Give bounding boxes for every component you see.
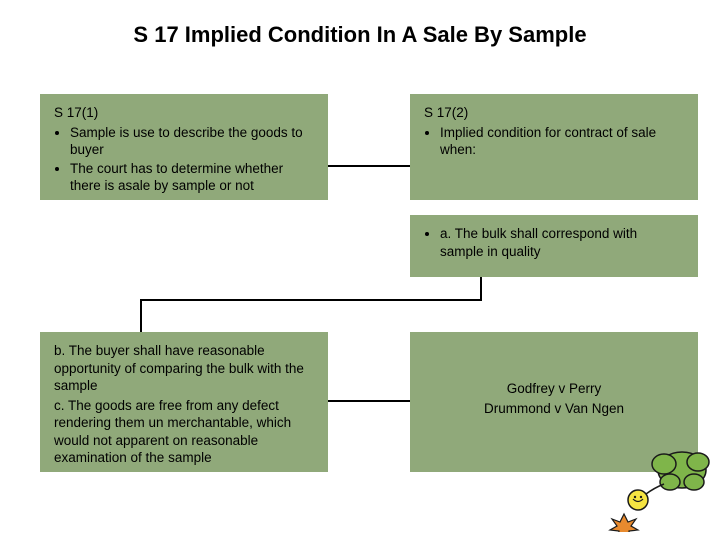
case-name: Drummond v Van Ngen xyxy=(424,400,684,418)
box1-list: Sample is use to describe the goods to b… xyxy=(54,124,314,195)
connector-3-4-v xyxy=(480,277,482,301)
box-condition-a: a. The bulk shall correspond with sample… xyxy=(410,215,698,277)
box-s17-1: S 17(1) Sample is use to describe the go… xyxy=(40,94,328,200)
box2-list: Implied condition for contract of sale w… xyxy=(424,124,684,159)
connector-3-4-h xyxy=(140,299,482,301)
box4-line: c. The goods are free from any defect re… xyxy=(54,397,314,467)
connector-4-5 xyxy=(328,400,410,402)
case-name: Godfrey v Perry xyxy=(424,380,684,398)
box2-bullet: Implied condition for contract of sale w… xyxy=(440,124,684,159)
box-s17-2: S 17(2) Implied condition for contract o… xyxy=(410,94,698,200)
box3-bullet: a. The bulk shall correspond with sample… xyxy=(440,225,684,260)
connector-1-2 xyxy=(328,165,410,167)
box3-list: a. The bulk shall correspond with sample… xyxy=(424,225,684,260)
box2-heading: S 17(2) xyxy=(424,104,684,122)
box1-bullet: The court has to determine whether there… xyxy=(70,160,314,195)
decorative-clipart xyxy=(600,442,710,532)
box1-bullet: Sample is use to describe the goods to b… xyxy=(70,124,314,159)
box1-heading: S 17(1) xyxy=(54,104,314,122)
box-conditions-bc: b. The buyer shall have reasonable oppor… xyxy=(40,332,328,472)
box4-line: b. The buyer shall have reasonable oppor… xyxy=(54,342,314,395)
slide-title: S 17 Implied Condition In A Sale By Samp… xyxy=(0,22,720,48)
connector-3-4-v2 xyxy=(140,299,142,332)
